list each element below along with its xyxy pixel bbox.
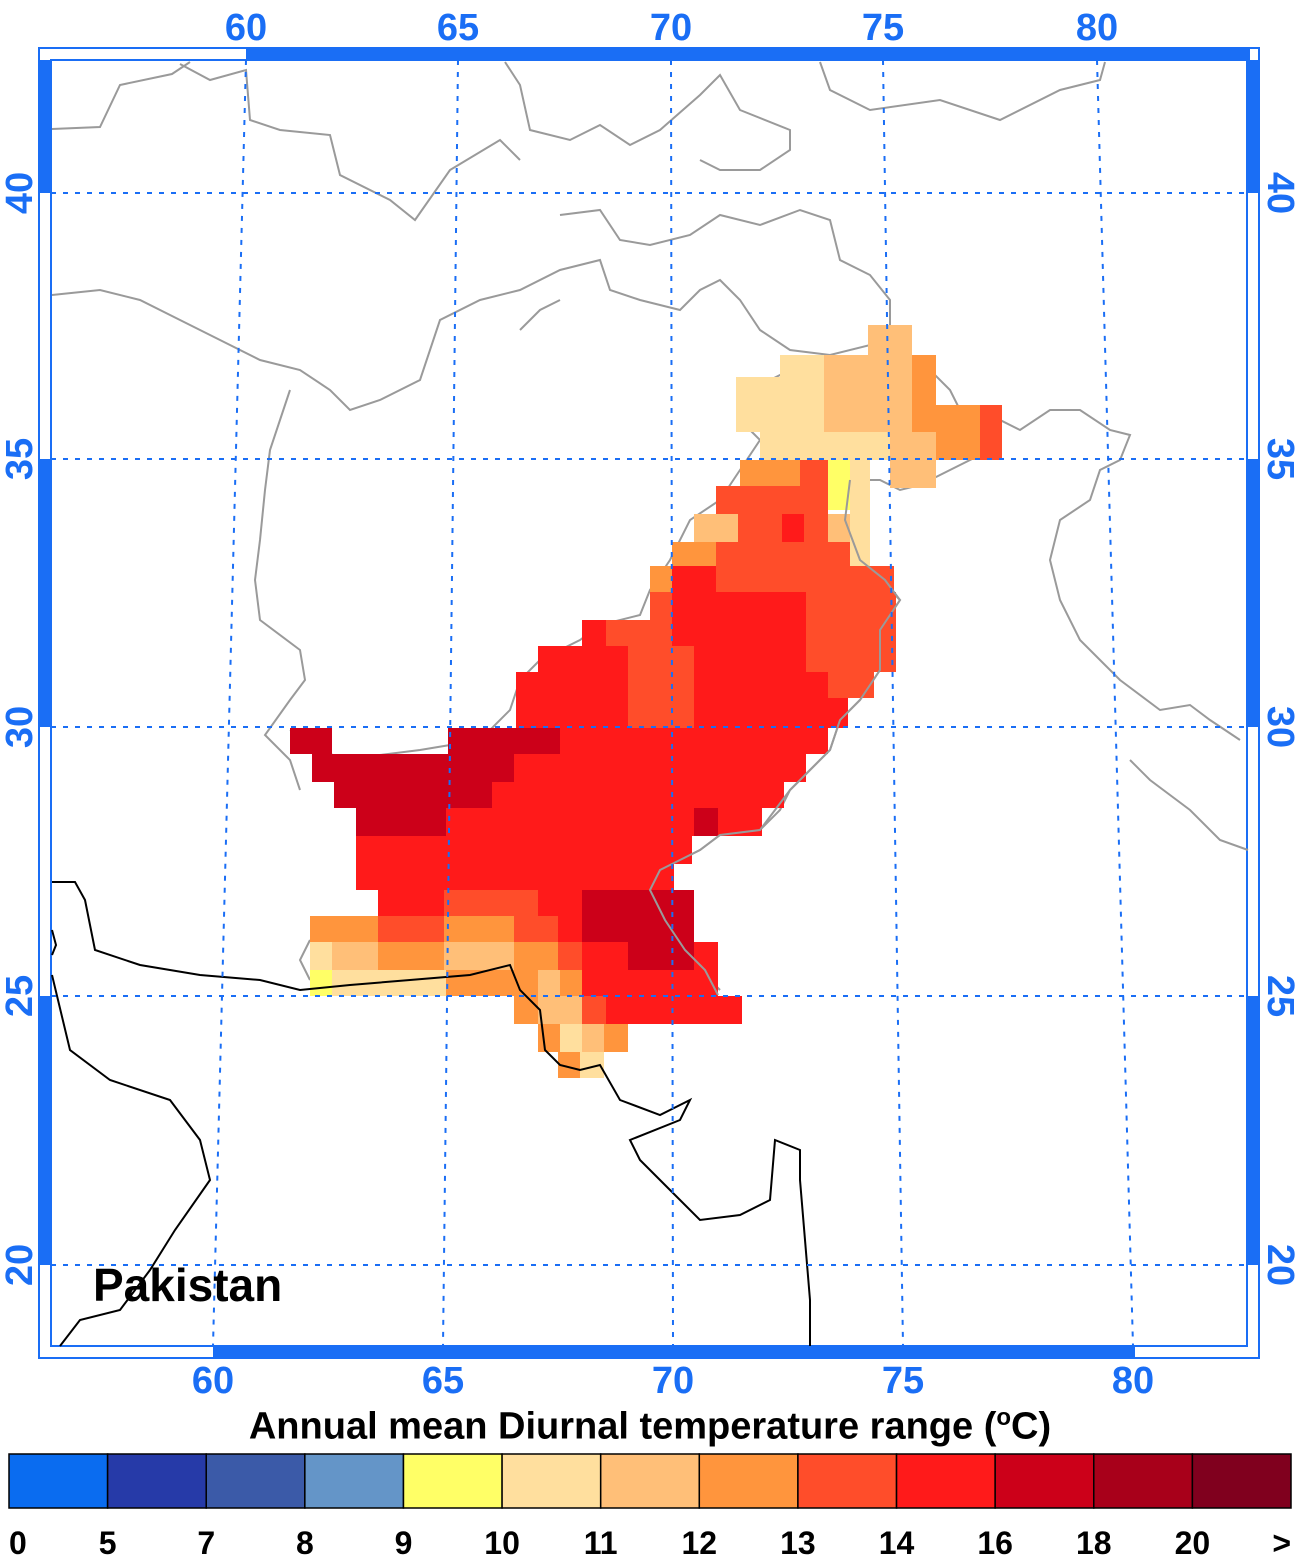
lat-label-left: 20 (0, 1244, 41, 1286)
colorbar-label: 13 (780, 1525, 816, 1561)
lon-labels-top: 60 65 70 75 80 (225, 7, 1118, 49)
lat-label-right: 35 (1259, 438, 1300, 480)
colorbar-box (402, 1453, 503, 1509)
lat-label-right: 40 (1259, 172, 1300, 214)
colorbar-box (895, 1453, 996, 1509)
lat-label-right: 25 (1259, 975, 1300, 1017)
lon-label-bottom: 75 (882, 1360, 924, 1400)
colorbar-title-main: Annual mean Diurnal temperature range ( (248, 1405, 997, 1448)
lat-label-right: 30 (1259, 706, 1300, 748)
lon-labels-bottom: 60 65 70 75 80 (192, 1360, 1154, 1400)
temperature-field (290, 325, 1002, 1078)
lon-label-bottom: 60 (192, 1360, 234, 1400)
colorbar-box (304, 1453, 405, 1509)
lat-label-left: 30 (0, 706, 41, 748)
lon-label-top: 80 (1076, 7, 1118, 49)
lat-label-left: 40 (0, 172, 41, 214)
colorbar-box (599, 1453, 701, 1509)
colorbar-box (1191, 1453, 1292, 1509)
colorbar-title-end: C) (1011, 1405, 1052, 1448)
lon-label-bottom: 65 (422, 1360, 464, 1400)
colorbar-box (8, 1453, 109, 1509)
frame-segments (39, 48, 1259, 1358)
colorbar-title-sup: o (996, 1404, 1012, 1431)
colorbar-box (1093, 1453, 1194, 1509)
pakistan-border (648, 479, 902, 996)
lon-label-bottom: 80 (1112, 1360, 1154, 1400)
colorbar-label: 7 (197, 1525, 215, 1561)
graticule (51, 59, 1247, 1347)
lat-labels-left: 40 35 30 25 20 (0, 172, 41, 1286)
colorbar-label: 14 (879, 1525, 915, 1561)
lat-label-left: 25 (0, 975, 41, 1017)
colorbar-label: 20 (1175, 1525, 1211, 1561)
lon-label-bottom: 70 (652, 1360, 694, 1400)
colorbar-label: 8 (296, 1525, 314, 1561)
colorbar-label: 10 (484, 1525, 520, 1561)
lon-label-top: 75 (862, 7, 904, 49)
lat-labels-right: 40 35 30 25 20 (1259, 172, 1300, 1286)
colorbar-label: 12 (682, 1525, 718, 1561)
colorbar-label: 0 (9, 1525, 27, 1561)
colorbar-box (698, 1453, 799, 1509)
colorbar-box (106, 1453, 207, 1509)
colorbar-title: Annual mean Diurnal temperature range (o… (0, 1404, 1300, 1449)
coastline (51, 881, 811, 1347)
lon-label-top: 60 (225, 7, 267, 49)
colorbar-label: 16 (977, 1525, 1013, 1561)
region-label: Pakistan (93, 1259, 282, 1311)
colorbar-boxes (8, 1453, 1292, 1509)
colorbar-labels: 0 5 7 8 9 10 11 12 13 14 16 18 20 > (9, 1525, 1291, 1561)
colorbar-box (994, 1453, 1095, 1509)
map: 60 65 70 75 80 60 65 70 75 80 40 35 30 2… (0, 7, 1300, 1400)
colorbar: 0 5 7 8 9 10 11 12 13 14 16 18 20 > (8, 1453, 1292, 1561)
colorbar-label: 5 (99, 1525, 117, 1561)
colorbar-box (797, 1453, 898, 1509)
colorbar-box (501, 1453, 602, 1509)
colorbar-box (205, 1453, 306, 1509)
lon-label-top: 65 (437, 7, 479, 49)
lat-label-left: 35 (0, 438, 41, 480)
lat-label-right: 20 (1259, 1244, 1300, 1286)
lon-label-top: 70 (650, 7, 692, 49)
colorbar-label: 18 (1076, 1525, 1112, 1561)
colorbar-label: 9 (395, 1525, 413, 1561)
colorbar-label: > (1272, 1525, 1291, 1561)
colorbar-label: 11 (584, 1525, 618, 1561)
